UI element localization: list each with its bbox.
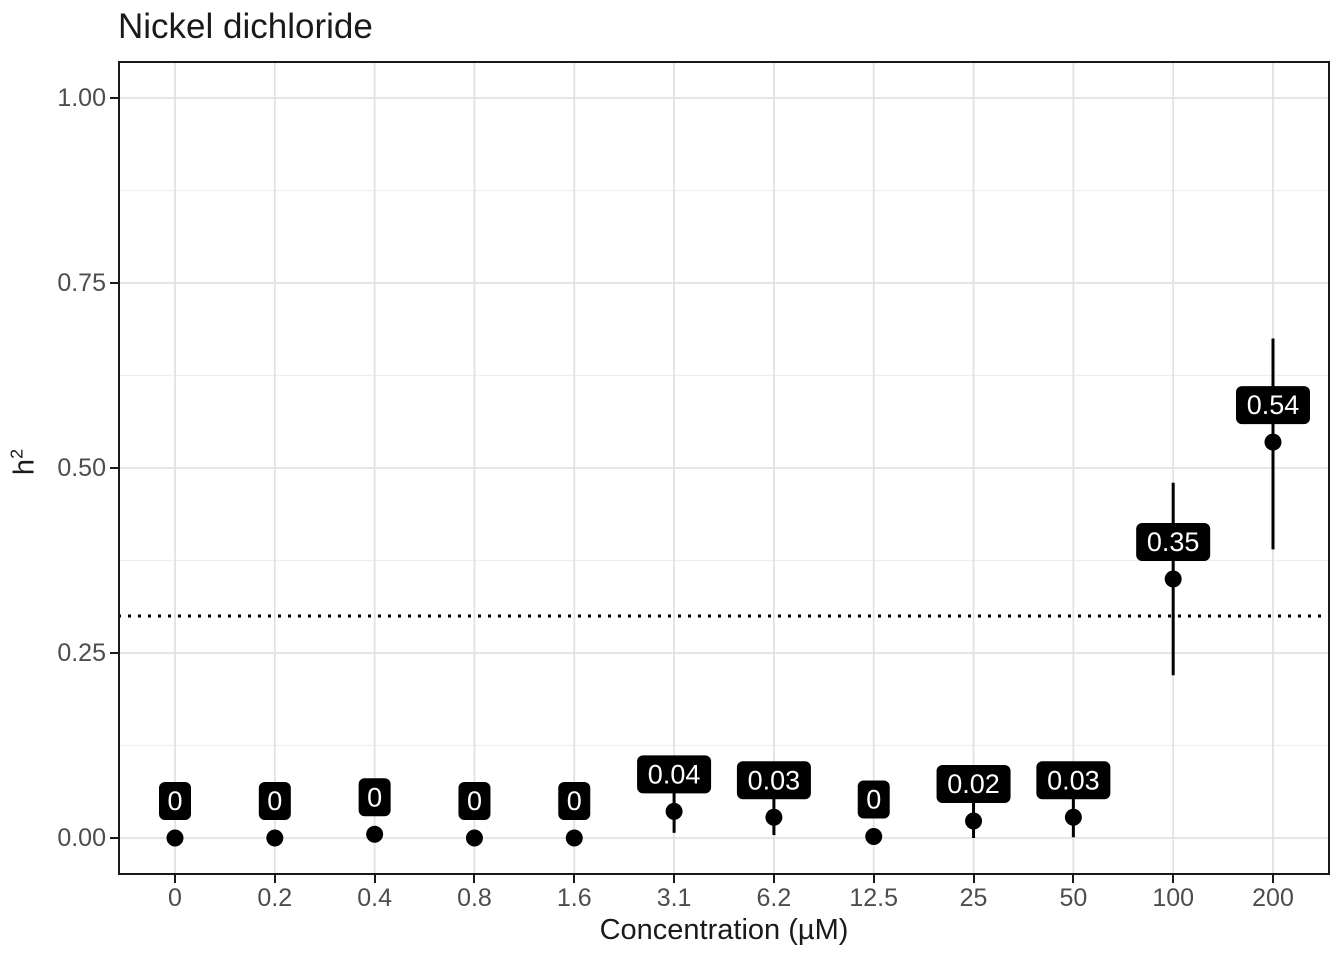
y-tick-mark xyxy=(110,652,118,654)
value-label-box xyxy=(1136,523,1211,561)
x-tick-label: 100 xyxy=(1152,884,1195,912)
y-axis-title-superscript: 2 xyxy=(6,448,27,459)
value-label-box xyxy=(1236,386,1310,425)
x-tick-mark xyxy=(373,875,376,883)
value-label-box xyxy=(637,755,712,794)
x-tick-label: 1.6 xyxy=(556,884,592,912)
data-point xyxy=(865,828,883,846)
x-tick-label: 0.8 xyxy=(457,884,492,912)
x-tick-mark xyxy=(673,875,676,883)
x-tick-mark xyxy=(1172,875,1175,883)
data-point xyxy=(266,829,284,847)
data-point xyxy=(366,825,384,843)
y-tick-label: 0.75 xyxy=(57,269,106,297)
x-axis-title: Concentration (µM) xyxy=(599,914,849,946)
x-tick-mark xyxy=(1072,875,1075,883)
x-tick-label: 0 xyxy=(168,884,182,912)
y-tick-mark xyxy=(110,97,118,99)
value-label-text: 0 xyxy=(367,782,382,812)
x-tick-mark xyxy=(273,875,276,883)
value-label-box xyxy=(936,764,1011,803)
y-tick-mark xyxy=(110,467,118,469)
y-tick-mark xyxy=(110,282,118,284)
value-label-text: 0 xyxy=(467,786,482,816)
x-tick-mark xyxy=(872,875,875,883)
y-tick-mark xyxy=(110,837,118,839)
value-label-text: 0 xyxy=(267,786,282,816)
x-tick-label: 3.1 xyxy=(656,884,692,912)
x-tick-label: 12.5 xyxy=(849,884,899,912)
value-label-box xyxy=(1036,761,1111,800)
value-label-box xyxy=(159,782,191,820)
chart-canvas: 0 0 0 0 0 0.04 0.03 0 0.02 0.03 0.35 0.54 xyxy=(118,61,1330,875)
chart-title: Nickel dichloride xyxy=(118,7,373,46)
y-tick-label: 0.25 xyxy=(57,639,106,667)
x-tick-mark xyxy=(772,875,775,883)
data-point xyxy=(1064,808,1082,826)
data-point xyxy=(1264,433,1282,451)
value-label-text: 0.54 xyxy=(1247,390,1300,420)
value-label-text: 0.04 xyxy=(648,759,701,789)
value-label-box xyxy=(558,782,591,820)
x-tick-mark xyxy=(473,875,476,883)
x-tick-mark xyxy=(174,875,176,883)
data-point xyxy=(465,829,483,847)
value-label-box xyxy=(736,761,811,800)
data-point xyxy=(965,812,983,830)
y-tick-label: 0.00 xyxy=(57,824,106,852)
x-tick-label: 0.2 xyxy=(257,884,293,912)
x-tick-label: 200 xyxy=(1252,884,1294,912)
data-point xyxy=(565,829,583,847)
x-tick-label: 6.2 xyxy=(756,884,792,912)
x-tick-mark xyxy=(972,875,975,883)
y-tick-label: 1.00 xyxy=(57,84,106,112)
x-tick-label: 25 xyxy=(959,884,988,912)
y-tick-label: 0.50 xyxy=(57,454,106,482)
x-tick-mark xyxy=(573,875,576,883)
x-tick-label: 50 xyxy=(1059,884,1088,912)
value-label-box xyxy=(458,782,491,820)
data-point xyxy=(765,808,783,826)
value-label-text: 0.03 xyxy=(1047,765,1100,795)
x-tick-mark xyxy=(1272,875,1274,883)
data-point xyxy=(166,829,184,847)
value-label-box xyxy=(857,780,890,819)
value-label-box xyxy=(358,778,391,817)
data-point xyxy=(1164,570,1182,588)
value-label-text: 0.03 xyxy=(748,765,801,795)
value-label-text: 0.02 xyxy=(947,769,1000,799)
value-label-text: 0 xyxy=(167,786,182,816)
value-label-text: 0 xyxy=(866,785,881,815)
value-label-text: 0 xyxy=(567,786,582,816)
data-point xyxy=(665,802,683,820)
value-label-box xyxy=(258,782,291,820)
x-tick-label: 0.4 xyxy=(357,884,392,912)
value-label-text: 0.35 xyxy=(1147,527,1200,557)
